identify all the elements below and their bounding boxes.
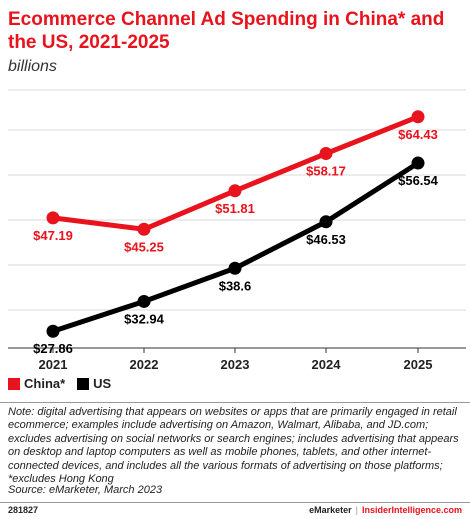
data-point-china <box>411 110 425 124</box>
data-point-us <box>228 261 242 275</box>
legend-item-china: China* <box>8 376 65 391</box>
legend-swatch-us <box>77 377 90 390</box>
legend-item-us: US <box>77 376 111 391</box>
data-point-china <box>137 222 151 236</box>
x-tick-label: 2024 <box>312 357 342 372</box>
chart-source: Source: eMarketer, March 2023 <box>8 484 163 496</box>
data-label-china: $51.81 <box>215 201 255 216</box>
chart-legend: China* US <box>8 376 123 391</box>
x-tick-label: 2023 <box>221 357 250 372</box>
chart-subtitle: billions <box>8 58 57 75</box>
data-point-us <box>411 156 425 170</box>
data-point-us <box>319 215 333 229</box>
data-label-us: $32.94 <box>124 311 165 326</box>
data-point-us <box>137 294 151 308</box>
x-tick-label: 2025 <box>404 357 433 372</box>
data-point-china <box>319 147 333 161</box>
data-label-china: $45.25 <box>124 239 164 254</box>
footer-divider <box>0 502 470 503</box>
chart-note: Note: digital advertising that appears o… <box>8 406 459 486</box>
note-divider <box>0 402 470 403</box>
footer-brand: eMarketer | InsiderIntelligence.com <box>309 505 462 515</box>
data-point-china <box>228 184 242 198</box>
chart-id: 281827 <box>8 505 39 515</box>
brand-emarketer: eMarketer <box>309 505 352 515</box>
chart-title: Ecommerce Channel Ad Spending in China* … <box>8 9 445 53</box>
data-label-us: $38.6 <box>219 278 252 293</box>
data-label-us: $56.54 <box>398 173 439 188</box>
data-label-china: $64.43 <box>398 127 438 142</box>
brand-insiderintelligence: InsiderIntelligence.com <box>361 505 462 515</box>
data-label-us: $27.86 <box>33 341 73 356</box>
data-point-us <box>46 324 60 338</box>
data-label-china: $47.19 <box>33 228 73 243</box>
brand-separator: | <box>355 505 358 515</box>
data-label-us: $46.53 <box>306 232 346 247</box>
x-tick-label: 2021 <box>39 357 68 372</box>
data-label-china: $58.17 <box>306 164 346 179</box>
data-point-china <box>46 211 60 225</box>
legend-label-china: China* <box>24 376 66 391</box>
x-tick-label: 2022 <box>130 357 159 372</box>
legend-swatch-china <box>8 377 20 390</box>
line-chart: 2021 2022 2023 2024 2025 $47.19 $45.25 $51.81 $5… <box>8 89 466 372</box>
legend-label-us: US <box>93 376 112 391</box>
